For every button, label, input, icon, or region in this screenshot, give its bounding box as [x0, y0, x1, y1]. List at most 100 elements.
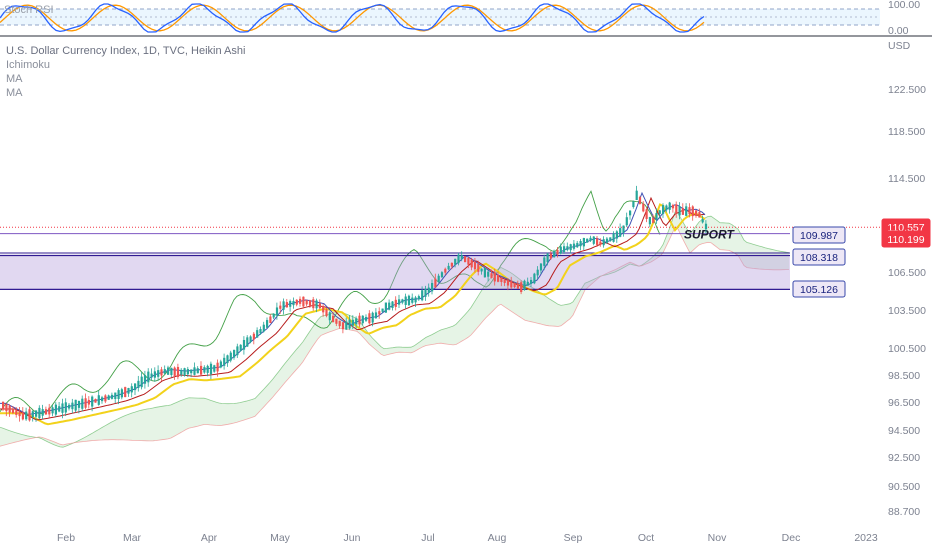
candle-body [520, 282, 523, 293]
candle-body [701, 218, 704, 223]
legend-ichimoku[interactable]: Ichimoku [6, 59, 51, 71]
candles [2, 185, 708, 422]
candle-body [104, 395, 107, 402]
candle-body [28, 409, 31, 421]
candle-body [134, 383, 137, 391]
candle-body [642, 203, 645, 212]
candle-body [77, 401, 81, 408]
price-tick-label: 114.500 [888, 173, 925, 185]
candle-body [655, 212, 658, 220]
candle-body [275, 307, 279, 316]
candle-body [553, 250, 556, 258]
price-tick-label: 100.500 [888, 343, 926, 355]
cloud-fill [0, 212, 789, 448]
candle-body [625, 217, 628, 226]
candle-body [427, 287, 430, 293]
legend-ma-1[interactable]: MA [6, 73, 23, 85]
time-tick-label: Dec [782, 532, 801, 544]
candle-body [91, 396, 94, 407]
candle-body [688, 207, 691, 215]
price-tick-label: 88.700 [888, 506, 920, 518]
legend-title[interactable]: U.S. Dollar Currency Index, 1D, TVC, Hei… [6, 45, 246, 57]
candle-body [190, 369, 193, 374]
candle-body [678, 206, 681, 216]
candle-body [71, 402, 74, 410]
candle-body [388, 302, 391, 310]
candle-body [368, 313, 371, 324]
candle-body [371, 312, 374, 323]
candle-body [493, 272, 496, 282]
candle-body [384, 302, 387, 313]
candle-body [582, 237, 585, 247]
candle-body [589, 237, 592, 241]
chart-legend: U.S. Dollar Currency Index, 1D, TVC, Hei… [6, 44, 245, 100]
candle-body [312, 299, 315, 309]
candle-body [421, 290, 424, 301]
candle-body [193, 367, 196, 375]
price-tag-label: 109.987 [800, 230, 838, 242]
candle-body [249, 336, 252, 343]
candle-body [150, 373, 153, 378]
candle-body [332, 315, 335, 323]
ichimoku-cloud [0, 190, 790, 448]
candle-body [546, 253, 549, 263]
candle-body [530, 279, 533, 284]
candle-body [381, 308, 384, 312]
candle-body [203, 367, 206, 373]
time-tick-label: Jul [421, 532, 434, 544]
candle-body [127, 388, 130, 394]
candle-body [289, 301, 292, 307]
candle-body [549, 253, 552, 259]
price-axis-unit: USD [888, 40, 911, 52]
candle-body [272, 313, 275, 318]
candle-body [266, 320, 269, 328]
candle-body [94, 398, 97, 403]
candle-body [219, 361, 222, 368]
candle-body [2, 401, 5, 410]
legend-ma-2[interactable]: MA [6, 87, 23, 99]
time-tick-label: Sep [564, 532, 583, 544]
candle-body [15, 410, 18, 415]
candle-body [401, 299, 404, 303]
candle-body [143, 375, 147, 384]
candle-body [681, 208, 684, 215]
candle-body [470, 259, 473, 268]
candle-body [444, 268, 447, 273]
candle-body [638, 197, 642, 204]
candle-body [318, 303, 321, 309]
candle-body [526, 281, 529, 286]
leading-span-b [0, 226, 790, 447]
candle-body [704, 223, 708, 230]
support-zone-rect [0, 255, 790, 290]
axes: USD122.500118.500114.500110.500106.50010… [57, 40, 926, 544]
candle-body [18, 412, 21, 417]
price-tick-label: 103.500 [888, 305, 926, 317]
candle-body [84, 398, 87, 408]
candle-body [609, 237, 612, 241]
candle-body [101, 397, 104, 402]
candle-body [54, 404, 57, 415]
candle-body [645, 209, 648, 219]
candle-body [31, 411, 34, 418]
price-tick-label: 90.500 [888, 481, 920, 493]
candle-body [48, 407, 51, 415]
candle-body [559, 246, 562, 254]
lagging-span [0, 190, 661, 415]
candle-body [431, 283, 434, 292]
candle-body [658, 210, 661, 214]
candle-body [8, 405, 11, 413]
candle-body [279, 305, 282, 309]
candle-body [130, 386, 133, 393]
candle-body [668, 202, 671, 210]
candle-body [407, 295, 411, 306]
candle-body [173, 367, 176, 376]
candle-body [38, 407, 41, 419]
price-tag-box [792, 226, 846, 244]
time-tick-label: Apr [201, 532, 218, 544]
candle-body [454, 258, 457, 265]
candle-body [223, 357, 226, 366]
candle-body [662, 205, 665, 214]
candle-body [5, 403, 8, 412]
